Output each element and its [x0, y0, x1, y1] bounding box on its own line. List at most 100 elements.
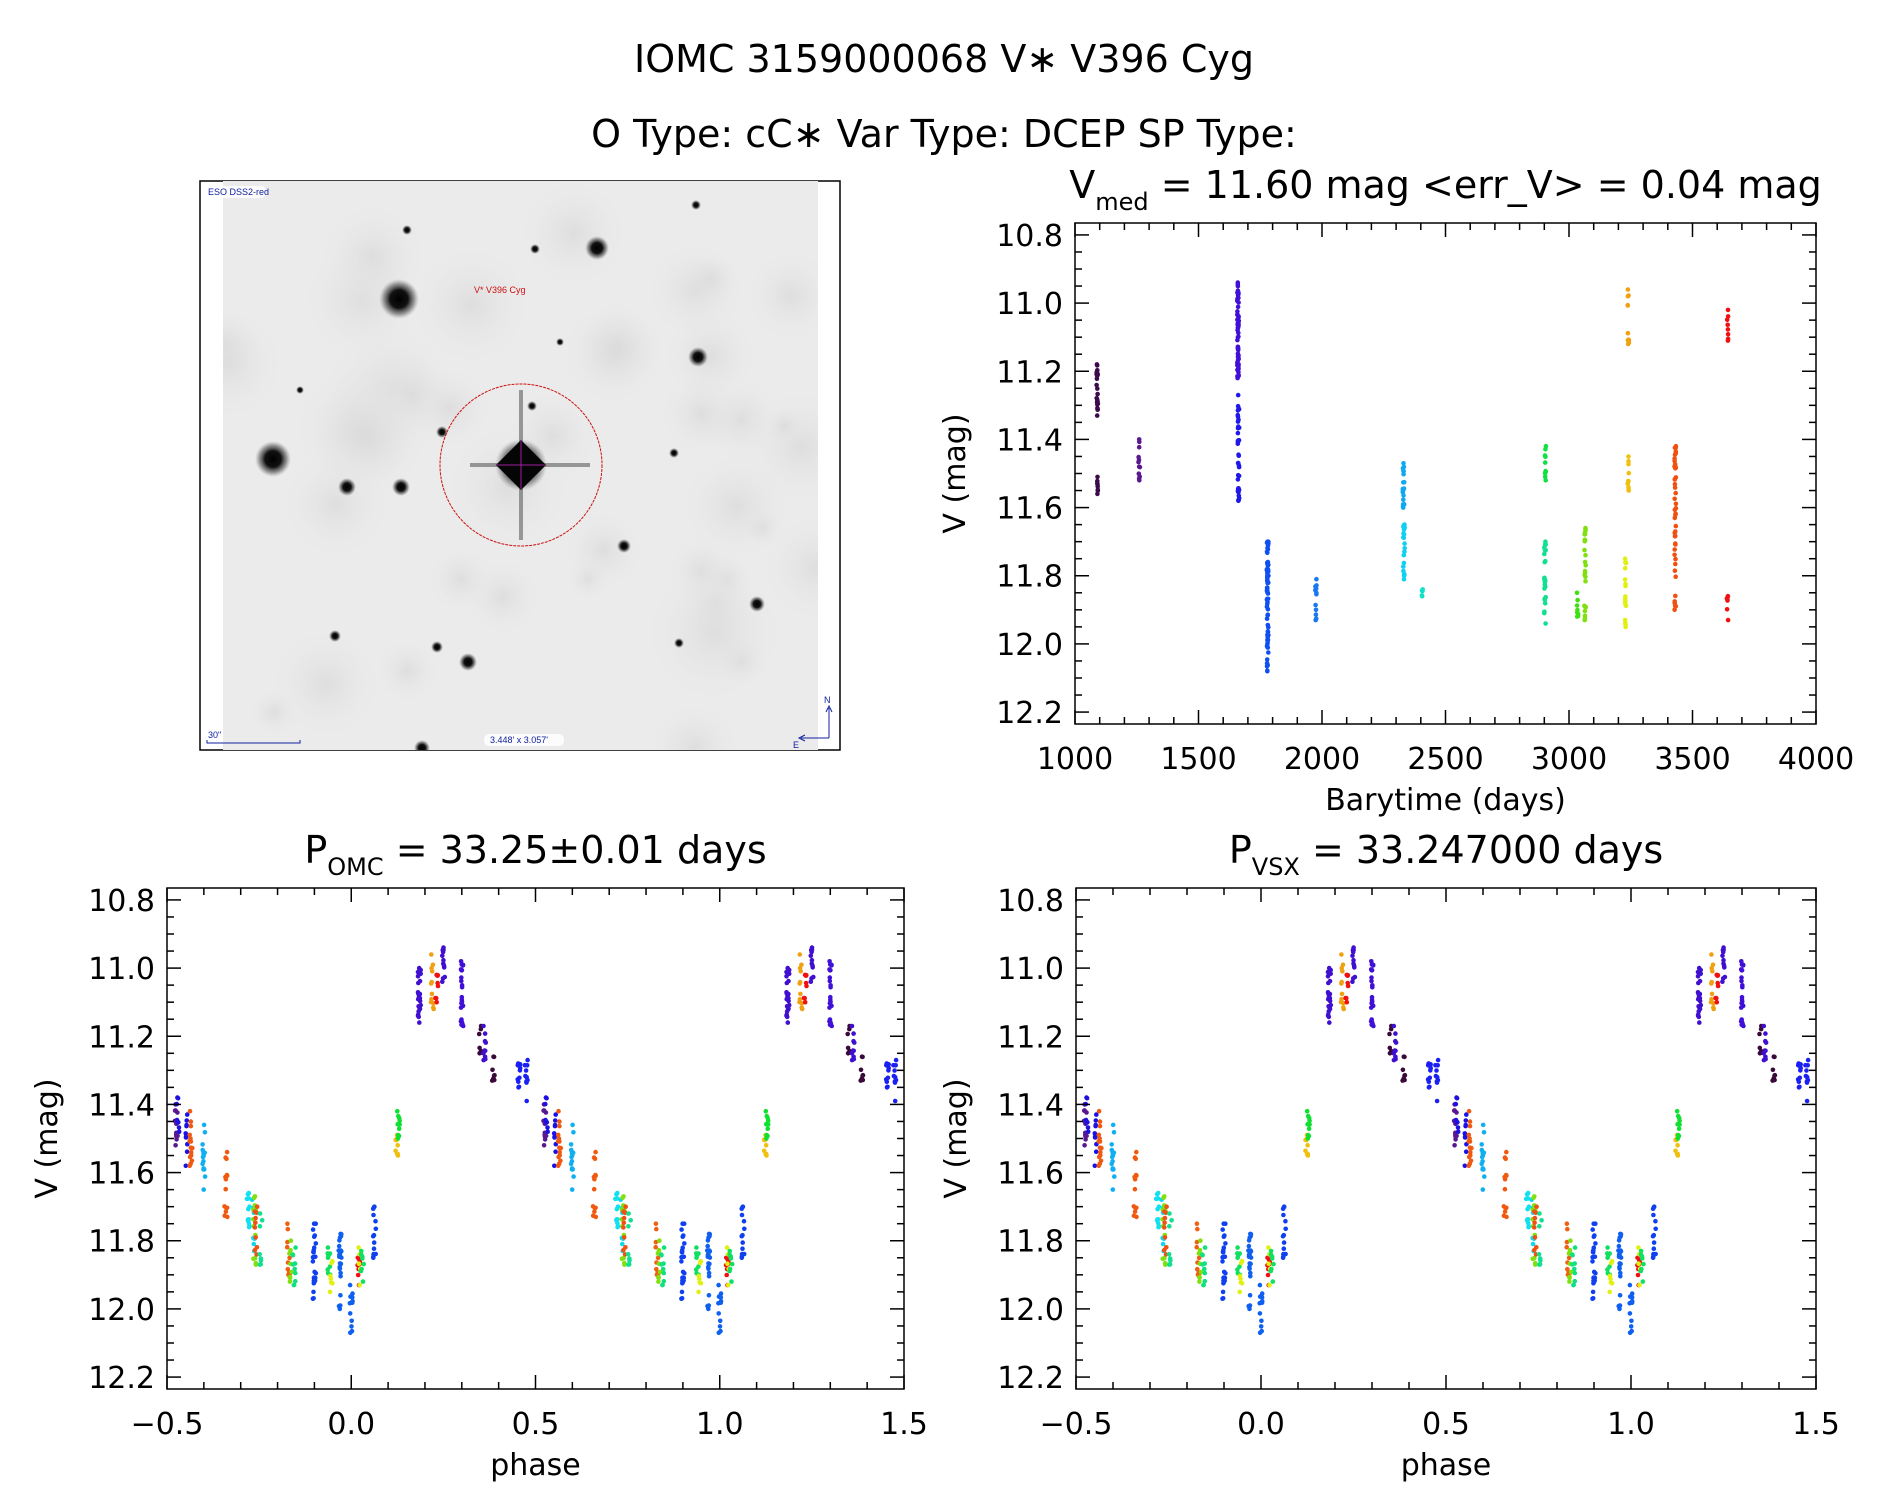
- data-point: [326, 1252, 331, 1258]
- data-point: [1524, 1192, 1530, 1197]
- data-point: [656, 1274, 661, 1280]
- data-point: [893, 1057, 899, 1063]
- data-point: [785, 1020, 791, 1025]
- data-point: [1401, 576, 1407, 582]
- data-point: [860, 1054, 865, 1060]
- data-point: [1572, 1266, 1577, 1272]
- data-point: [1281, 1204, 1287, 1210]
- data-point: [395, 1143, 401, 1148]
- data-point: [1720, 947, 1726, 953]
- data-point: [1629, 1291, 1635, 1296]
- title-rest: = 33.247000 days: [1300, 828, 1663, 872]
- data-point: [1340, 962, 1346, 968]
- data-point: [350, 1295, 355, 1300]
- data-point: [556, 1154, 561, 1160]
- data-point: [845, 1045, 851, 1051]
- data-point: [1582, 568, 1588, 574]
- data-point: [337, 1252, 343, 1257]
- data-point: [1455, 1125, 1461, 1130]
- data-point: [1453, 1117, 1459, 1123]
- data-point: [356, 1261, 362, 1266]
- data-point: [201, 1153, 206, 1158]
- scale-label: 30": [208, 730, 221, 740]
- data-point: [1401, 535, 1406, 540]
- data-point: [1236, 464, 1242, 470]
- data-point: [1402, 525, 1407, 531]
- data-point: [1542, 460, 1548, 465]
- data-point: [416, 991, 421, 996]
- data-point: [570, 1122, 575, 1128]
- data-point: [417, 978, 423, 984]
- data-point: [1236, 361, 1241, 367]
- data-point: [845, 1031, 850, 1037]
- y-tick-label: 12.0: [88, 1293, 155, 1328]
- axis-ticks: [166, 888, 905, 1389]
- data-point: [183, 1134, 189, 1139]
- data-point: [246, 1224, 252, 1230]
- y-tick-label: 11.0: [996, 287, 1063, 322]
- data-point: [553, 1149, 558, 1154]
- data-point: [1393, 1040, 1399, 1045]
- data-point: [1168, 1258, 1173, 1263]
- data-point: [1236, 330, 1241, 336]
- data-point: [1220, 1296, 1225, 1301]
- data-point: [1197, 1279, 1202, 1284]
- phase-plot-vsx: −0.5 0.0 0.5 1.0 1.5 10.8 11.0 11.2 11.4 11.6 11.8…: [939, 828, 1840, 1483]
- data-point: [727, 1252, 732, 1257]
- data-point: [201, 1167, 207, 1172]
- data-point: [1626, 488, 1631, 493]
- data-point: [716, 1282, 721, 1288]
- data-point: [619, 1256, 625, 1262]
- data-point: [680, 1276, 686, 1282]
- data-point: [1672, 552, 1677, 558]
- data-point: [1627, 1330, 1633, 1336]
- data-point: [1651, 1204, 1657, 1210]
- data-point: [1623, 559, 1628, 565]
- data-point: [1715, 972, 1721, 978]
- data-point: [310, 1259, 316, 1264]
- data-point: [1283, 1251, 1288, 1257]
- data-point: [224, 1149, 230, 1155]
- data-point: [593, 1149, 598, 1155]
- data-point: [1803, 1073, 1809, 1079]
- data-point: [706, 1306, 711, 1312]
- data-point: [1096, 1154, 1102, 1160]
- data-point: [1590, 1249, 1596, 1255]
- data-point: [1697, 995, 1703, 1001]
- data-point: [1757, 1045, 1763, 1051]
- data-point: [892, 1098, 898, 1104]
- title-rest: = 11.60 mag <err_V> = 0.04 mag: [1149, 163, 1822, 207]
- data-point: [245, 1217, 251, 1222]
- data-point: [1095, 484, 1100, 489]
- star: [674, 638, 684, 648]
- data-point: [1306, 1126, 1312, 1132]
- data-point: [524, 1079, 529, 1084]
- data-point: [1247, 1266, 1252, 1272]
- data-point: [1532, 1247, 1537, 1253]
- data-point: [1795, 1063, 1801, 1068]
- data-point: [1247, 1293, 1253, 1298]
- data-point: [1401, 461, 1406, 466]
- y-tick-label: 12.2: [88, 1361, 155, 1396]
- y-tick-label: 11.2: [996, 355, 1063, 390]
- data-point: [1593, 1241, 1598, 1246]
- data-point: [727, 1248, 733, 1254]
- data-point: [1094, 382, 1099, 388]
- data-point: [1283, 1226, 1288, 1232]
- data-point: [1623, 624, 1628, 630]
- data-point: [698, 1281, 704, 1286]
- plot-frame: [166, 887, 905, 1390]
- x-tick-label: 4000: [1778, 742, 1854, 777]
- data-point: [1617, 1261, 1622, 1266]
- data-point: [786, 967, 792, 973]
- data-point: [183, 1163, 189, 1169]
- data-point: [1402, 1073, 1407, 1078]
- data-point: [1402, 571, 1407, 577]
- data-point: [173, 1143, 178, 1148]
- data-point: [176, 1129, 182, 1134]
- x-tick-label: 1500: [1160, 742, 1236, 777]
- data-point: [1304, 1108, 1310, 1114]
- star: [431, 641, 443, 653]
- data-point: [1623, 599, 1628, 604]
- data-point: [477, 1045, 482, 1051]
